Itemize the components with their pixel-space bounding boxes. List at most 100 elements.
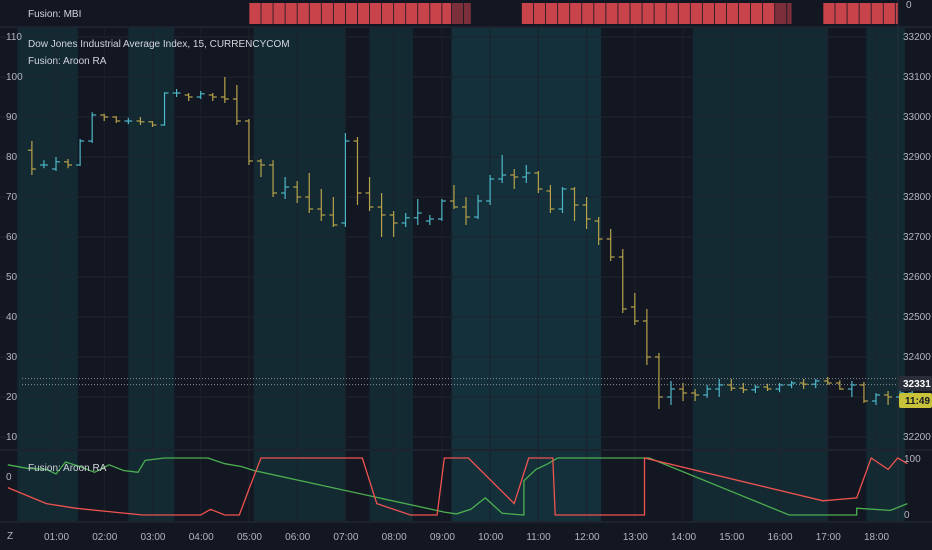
ohlc-bar-44 [558,187,567,213]
time-tick-10:00: 10:00 [478,532,503,543]
left-tick-40: 40 [6,312,18,323]
time-tick-17:00: 17:00 [816,532,841,543]
last-price-box [899,376,932,391]
main-title[interactable]: Dow Jones Industrial Average Index, 15, … [28,39,290,50]
ohlc-bar-18 [244,119,253,165]
aroon-tick-100: 100 [904,454,921,465]
ohlc-bar-42 [534,171,543,193]
left-tick-60: 60 [6,232,18,243]
ohlc-bar-38 [486,175,495,205]
ohlc-bar-0 [27,141,36,175]
ohlc-bar-14 [196,91,205,99]
zone-aroon-4 [451,451,602,521]
countdown-label: 11:49 [905,396,930,407]
ohlc-bar-19 [257,159,265,177]
mbi-blocks [248,3,898,24]
time-tick-12:00: 12:00 [575,532,600,543]
aroon-lines [7,456,908,516]
ohlc-bar-36 [462,197,470,225]
grid [0,28,898,521]
ohlc-bar-57 [715,379,724,397]
ohlc-bar-25 [329,197,338,227]
ohlc-bar-59 [739,383,748,393]
zone-aroon-1 [128,451,175,521]
time-tick-13:00: 13:00 [623,532,648,543]
ohlc-bar-3 [64,159,73,169]
mbi-block-2 [521,3,775,24]
ohlc-bar-60 [751,385,760,393]
right-tick-33100: 33100 [903,72,931,83]
right-tick-33200: 33200 [903,32,931,43]
ohlc-bar-24 [317,189,326,221]
mbi-title: Fusion: MBI [28,9,81,20]
ohlc-bar-17 [232,85,241,125]
ohlc-bar-30 [389,211,398,237]
ohlc-bar-12 [172,89,181,97]
mbi-block-1 [451,3,471,24]
zone-main-3 [369,28,413,449]
mbi-block-0 [248,3,452,24]
time-tick-03:00: 03:00 [140,532,165,543]
ohlc-bar-53 [667,381,675,405]
right-tick-32200: 32200 [903,432,931,443]
left-tick-50: 50 [6,272,18,283]
ohlc-bar-4 [76,139,85,166]
ohlc-bar-35 [449,185,458,209]
zone-main-0 [17,28,78,449]
ohlc-bar-46 [582,197,591,229]
main-subtitle[interactable]: Fusion: Aroon RA [28,56,107,67]
ohlc-bar-1 [39,160,48,169]
background-zones [17,28,905,521]
ohlc-bar-48 [606,229,615,261]
timezone-corner-label[interactable]: Z [7,531,13,542]
time-tick-04:00: 04:00 [189,532,214,543]
ohlc-bar-5 [88,112,97,143]
ohlc-bar-65 [811,379,820,389]
ohlc-bar-13 [184,93,193,101]
left-tick-30: 30 [6,352,18,363]
mbi-block-4 [822,3,898,24]
ohlc-bar-33 [425,215,434,225]
last-price-label: 32331 [903,379,931,390]
right-tick-33000: 33000 [903,112,931,123]
right-tick-32400: 32400 [903,352,931,363]
aroon-title[interactable]: Fusion: Aroon RA [28,463,107,474]
ohlc-bar-62 [775,383,784,393]
right-tick-32800: 32800 [903,192,931,203]
time-tick-16:00: 16:00 [768,532,793,543]
ohlc-bar-2 [52,157,60,171]
time-axis-ticks: 01:00 02:00 03:00 04:00 05:00 06:00 07:00 08:00… [44,532,889,543]
ohlc-bar-20 [269,160,278,197]
time-tick-02:00: 02:00 [92,532,117,543]
time-tick-08:00: 08:00 [382,532,407,543]
ohlc-bar-68 [847,381,856,397]
left-tick-90: 90 [6,112,18,123]
ohlc-bar-49 [618,249,627,313]
ohlc-bar-47 [594,217,603,245]
ohlc-bar-6 [100,113,109,121]
ohlc-bars [27,77,917,409]
ohlc-bar-55 [691,389,700,401]
time-tick-15:00: 15:00 [719,532,744,543]
time-tick-06:00: 06:00 [285,532,310,543]
time-tick-07:00: 07:00 [333,532,358,543]
time-tick-18:00: 18:00 [864,532,889,543]
zone-aroon-3 [369,451,413,521]
ohlc-bar-64 [799,379,808,389]
ohlc-bar-54 [679,383,688,401]
ohlc-bar-50 [630,293,639,325]
ohlc-bar-37 [474,195,483,219]
ohlc-bar-56 [703,385,712,398]
time-tick-14:00: 14:00 [671,532,696,543]
left-tick-80: 80 [6,152,18,163]
ohlc-bar-7 [112,116,121,123]
left-tick-10: 10 [6,432,18,443]
aroon-tick-0: 0 [904,510,910,521]
ohlc-bar-16 [220,77,229,103]
ohlc-bar-10 [148,121,157,127]
aroon-up-line [7,457,908,516]
ohlc-bar-28 [365,177,374,211]
